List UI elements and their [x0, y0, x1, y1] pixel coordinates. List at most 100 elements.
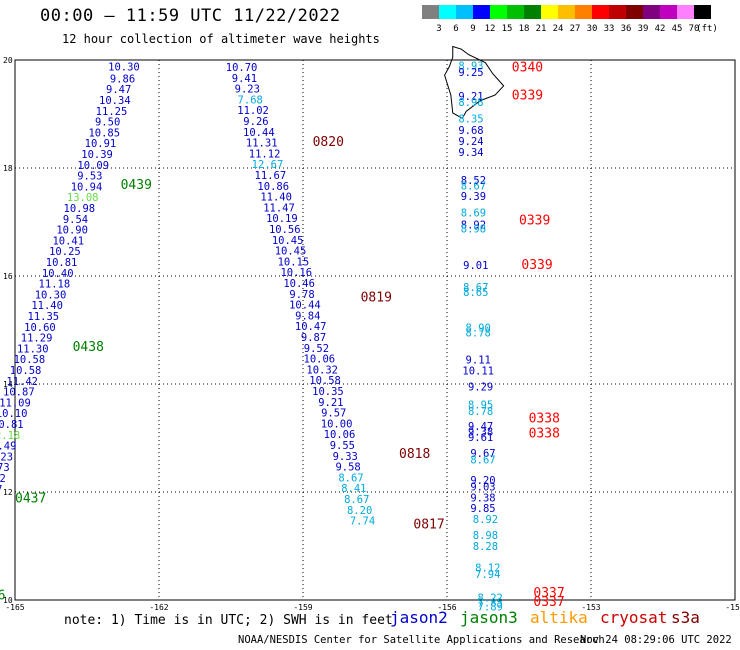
wave-height-label: 11.47: [263, 202, 295, 214]
wave-height-label: 10.91: [85, 138, 117, 150]
wave-height-label: 10.56: [269, 224, 301, 236]
wave-height-label: 8.52: [461, 175, 486, 187]
wave-height-label: 9.38: [468, 427, 493, 439]
track-jason3: 10.709.419.237.6811.029.2610.4411.3111.1…: [226, 62, 445, 532]
pass-time-label: 0338: [529, 411, 560, 426]
wave-height-label: 9.38: [470, 492, 495, 504]
wave-height-label: 8.20: [347, 505, 372, 517]
wave-height-label: 8.98: [473, 530, 498, 542]
pass-time-label: 0817: [413, 517, 444, 532]
colorbar-label: 39: [638, 24, 649, 33]
wave-height-label: 9.21: [318, 397, 343, 409]
wave-height-label: 10.41: [52, 235, 84, 247]
wave-height-label: 8.35: [458, 113, 483, 125]
colorbar-swatch: [660, 5, 677, 19]
wave-height-label: 8.12: [475, 563, 500, 575]
pass-time-label: 0439: [121, 178, 152, 193]
wave-height-label: 10.40: [42, 268, 74, 280]
colorbar-swatch: [643, 5, 660, 19]
wave-height-label: 11.02: [237, 105, 269, 117]
wave-height-label: 11.18: [39, 279, 71, 291]
lon-tick-label: -165: [5, 603, 24, 612]
wave-height-label: 9.39: [461, 191, 486, 203]
wave-height-label: 9.47: [106, 84, 131, 96]
wave-height-label: 10.87: [3, 387, 35, 399]
colorbar-swatch: [609, 5, 626, 19]
pass-time-label: 0436: [0, 589, 6, 604]
wave-height-label: 7.85: [478, 598, 503, 610]
wave-height-label: 9.84: [295, 310, 320, 322]
wave-height-label: 10.35: [312, 386, 344, 398]
colorbar-label: 33: [604, 24, 615, 33]
wave-height-label: 8.90: [466, 322, 491, 334]
wave-height-label: 11.40: [260, 192, 292, 204]
wave-height-label: 8.67: [461, 180, 486, 192]
legend-jason2: jason2: [390, 608, 448, 627]
wave-height-label: 10.45: [272, 235, 304, 247]
wave-height-label: 10.73: [0, 462, 10, 474]
colorbar-label: 36: [621, 24, 632, 33]
lon-tick-label: -156: [437, 603, 456, 612]
wave-height-label: 10.81: [46, 257, 78, 269]
pass-time-label: 0339: [519, 213, 550, 228]
wave-height-label: 9.29: [468, 382, 493, 394]
wave-height-label: 10.81: [0, 419, 24, 431]
colorbar-swatch: [558, 5, 575, 19]
colorbar-label: 45: [672, 24, 683, 33]
colorbar-label: 15: [502, 24, 513, 33]
wave-height-label: 9.85: [470, 503, 495, 515]
pass-time-label: 0337: [533, 586, 564, 601]
wave-height-label: 8.67: [338, 472, 363, 484]
wave-height-label: 10.45: [275, 246, 307, 258]
wave-height-label: 10.25: [49, 246, 81, 258]
wave-height-label: 11.25: [96, 106, 128, 118]
colorbar-swatch: [439, 5, 456, 19]
wave-height-label: 8.78: [466, 328, 491, 340]
lat-tick-label: 16: [3, 272, 13, 281]
legend-s3a: s3a: [671, 608, 700, 627]
wave-height-label: 10.10: [0, 408, 27, 420]
chart-title: 00:00 – 11:59 UTC 11/22/2022: [40, 6, 341, 26]
colorbar-swatch: [626, 5, 643, 19]
wave-height-label: 10.67: [0, 484, 2, 496]
wave-height-label: 10.70: [226, 62, 258, 74]
footer-note: note: 1) Time is in UTC; 2) SWH is in fe…: [64, 613, 393, 628]
wave-height-label: 10.58: [309, 375, 341, 387]
credit-line: NOAA/NESDIS Center for Satellite Applica…: [238, 634, 605, 646]
pass-time-label: 0438: [73, 340, 104, 355]
track-jason2: 10.309.869.4710.3411.259.5010.8510.9110.…: [0, 61, 152, 603]
legend-jason3: jason3: [460, 608, 518, 627]
wave-height-label: 10.32: [306, 364, 338, 376]
pass-time-label: 0820: [313, 135, 344, 150]
wave-height-label: 10.90: [56, 225, 88, 237]
colorbar-label: 3: [436, 24, 441, 33]
legend-cryosat: cryosat: [600, 608, 668, 627]
wave-height-label: 9.34: [458, 147, 483, 159]
wave-height-label: 9.03: [470, 482, 495, 494]
wave-height-label: 10.16: [280, 267, 312, 279]
lat-tick-label: 18: [3, 164, 13, 173]
pass-time-label: 0340: [512, 60, 543, 75]
lon-tick-label: -153: [581, 603, 600, 612]
lat-tick-label: 14: [3, 380, 13, 389]
colorbar-label: 18: [519, 24, 530, 33]
lon-tick-label: -150: [725, 603, 740, 612]
colorbar-label: 42: [655, 24, 666, 33]
wave-height-label: 9.67: [470, 448, 495, 460]
track-cryosat: 8.939.259.218.988.359.689.249.348.528.67…: [458, 60, 564, 612]
colorbar-label: 21: [536, 24, 547, 33]
graticule: [15, 60, 735, 600]
colorbar-swatch: [575, 5, 592, 19]
wave-height-label: 11.31: [246, 138, 278, 150]
wave-height-label: 11.29: [21, 333, 53, 345]
colorbar-swatch: [677, 5, 694, 19]
colorbar-label: 27: [570, 24, 581, 33]
wave-height-label: 9.68: [458, 125, 483, 137]
lon-tick-label: -162: [149, 603, 168, 612]
wave-height-label: 8.92: [461, 220, 486, 232]
wave-height-label: 9.25: [458, 67, 483, 79]
pass-time-label: 0337: [533, 595, 564, 610]
lon-tick-label: -159: [293, 603, 312, 612]
legend-altika: altika: [530, 608, 588, 627]
wave-height-label: 9.26: [243, 116, 268, 128]
